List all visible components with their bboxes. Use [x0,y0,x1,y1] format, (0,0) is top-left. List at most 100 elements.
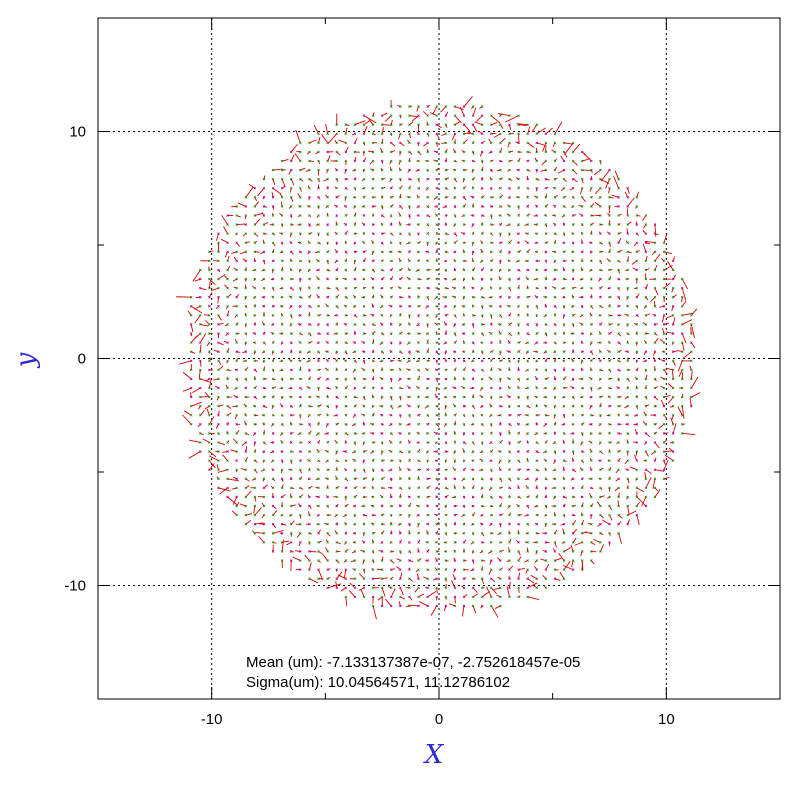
data-point [379,322,384,326]
data-point [271,192,275,199]
data-point [371,567,375,571]
data-point [280,168,286,172]
data-point [362,404,366,408]
data-point [526,468,530,472]
data-point [676,349,684,353]
data-point [667,395,675,404]
data-point [508,404,511,409]
data-point [380,286,384,290]
data-point [240,468,248,472]
data-point [317,232,320,237]
data-point [317,559,321,563]
data-point [499,194,504,199]
data-point [480,532,485,537]
data-point [635,341,639,346]
data-point [453,232,458,237]
data-point [462,448,466,453]
data-point [626,340,629,344]
data-point [471,123,478,133]
data-point [517,556,522,562]
data-point [289,349,293,353]
data-point [217,332,220,339]
data-point [453,323,457,328]
data-point [398,132,402,140]
data-point [353,541,357,544]
data-point [344,377,348,381]
data-point [526,195,529,199]
data-point [371,458,375,462]
data-point [335,486,340,490]
data-point [682,350,693,359]
data-point [270,485,275,490]
data-point [244,412,248,417]
data-point [188,450,202,459]
data-point [340,586,348,592]
data-point [489,176,493,181]
data-point [535,459,539,462]
data-point [251,530,257,535]
data-point [453,595,457,604]
data-point [408,214,411,219]
data-point [635,293,640,299]
data-point [352,168,357,172]
data-point [531,123,539,133]
data-point [414,586,420,593]
data-point [280,350,284,354]
data-point [244,241,250,245]
data-point [598,441,602,445]
data-point [508,322,513,326]
data-point [326,185,329,190]
data-point [313,125,320,136]
data-point [399,413,402,418]
data-point [435,123,442,129]
data-point [380,441,384,445]
data-point [580,519,585,526]
data-point [635,205,639,209]
data-point [253,504,257,514]
data-point [399,595,406,600]
data-point [608,441,613,444]
data-point [533,223,539,226]
data-point [217,341,224,346]
data-point [517,205,520,210]
data-point [235,377,239,382]
data-point [480,323,485,326]
data-point [426,241,429,246]
data-point [344,341,349,345]
data-point [444,111,449,117]
data-point [262,366,266,372]
data-point [397,359,402,363]
data-point [216,395,220,401]
data-point [479,259,484,263]
data-point [490,322,493,326]
data-point [244,432,250,436]
data-point [326,332,329,336]
data-point [571,214,577,217]
data-point [526,204,529,208]
data-point [508,565,514,571]
data-point [613,176,620,190]
data-point [326,268,331,272]
data-point [480,477,484,481]
data-point [315,259,320,263]
data-point [214,385,220,390]
data-point [653,286,659,295]
data-point [306,386,311,390]
data-point [434,557,439,562]
data-point [588,477,593,481]
data-point [652,313,657,317]
data-point [444,522,448,527]
data-point [435,223,440,227]
data-point [471,550,475,554]
data-point [380,276,385,281]
data-point [235,358,238,363]
data-point [289,277,294,281]
data-point [252,268,257,272]
data-point [408,413,411,418]
data-point [471,577,476,580]
data-point [397,404,402,408]
data-point [526,141,535,148]
data-point [563,565,575,571]
y-tick-label: -10 [64,578,86,595]
data-point [435,186,439,190]
